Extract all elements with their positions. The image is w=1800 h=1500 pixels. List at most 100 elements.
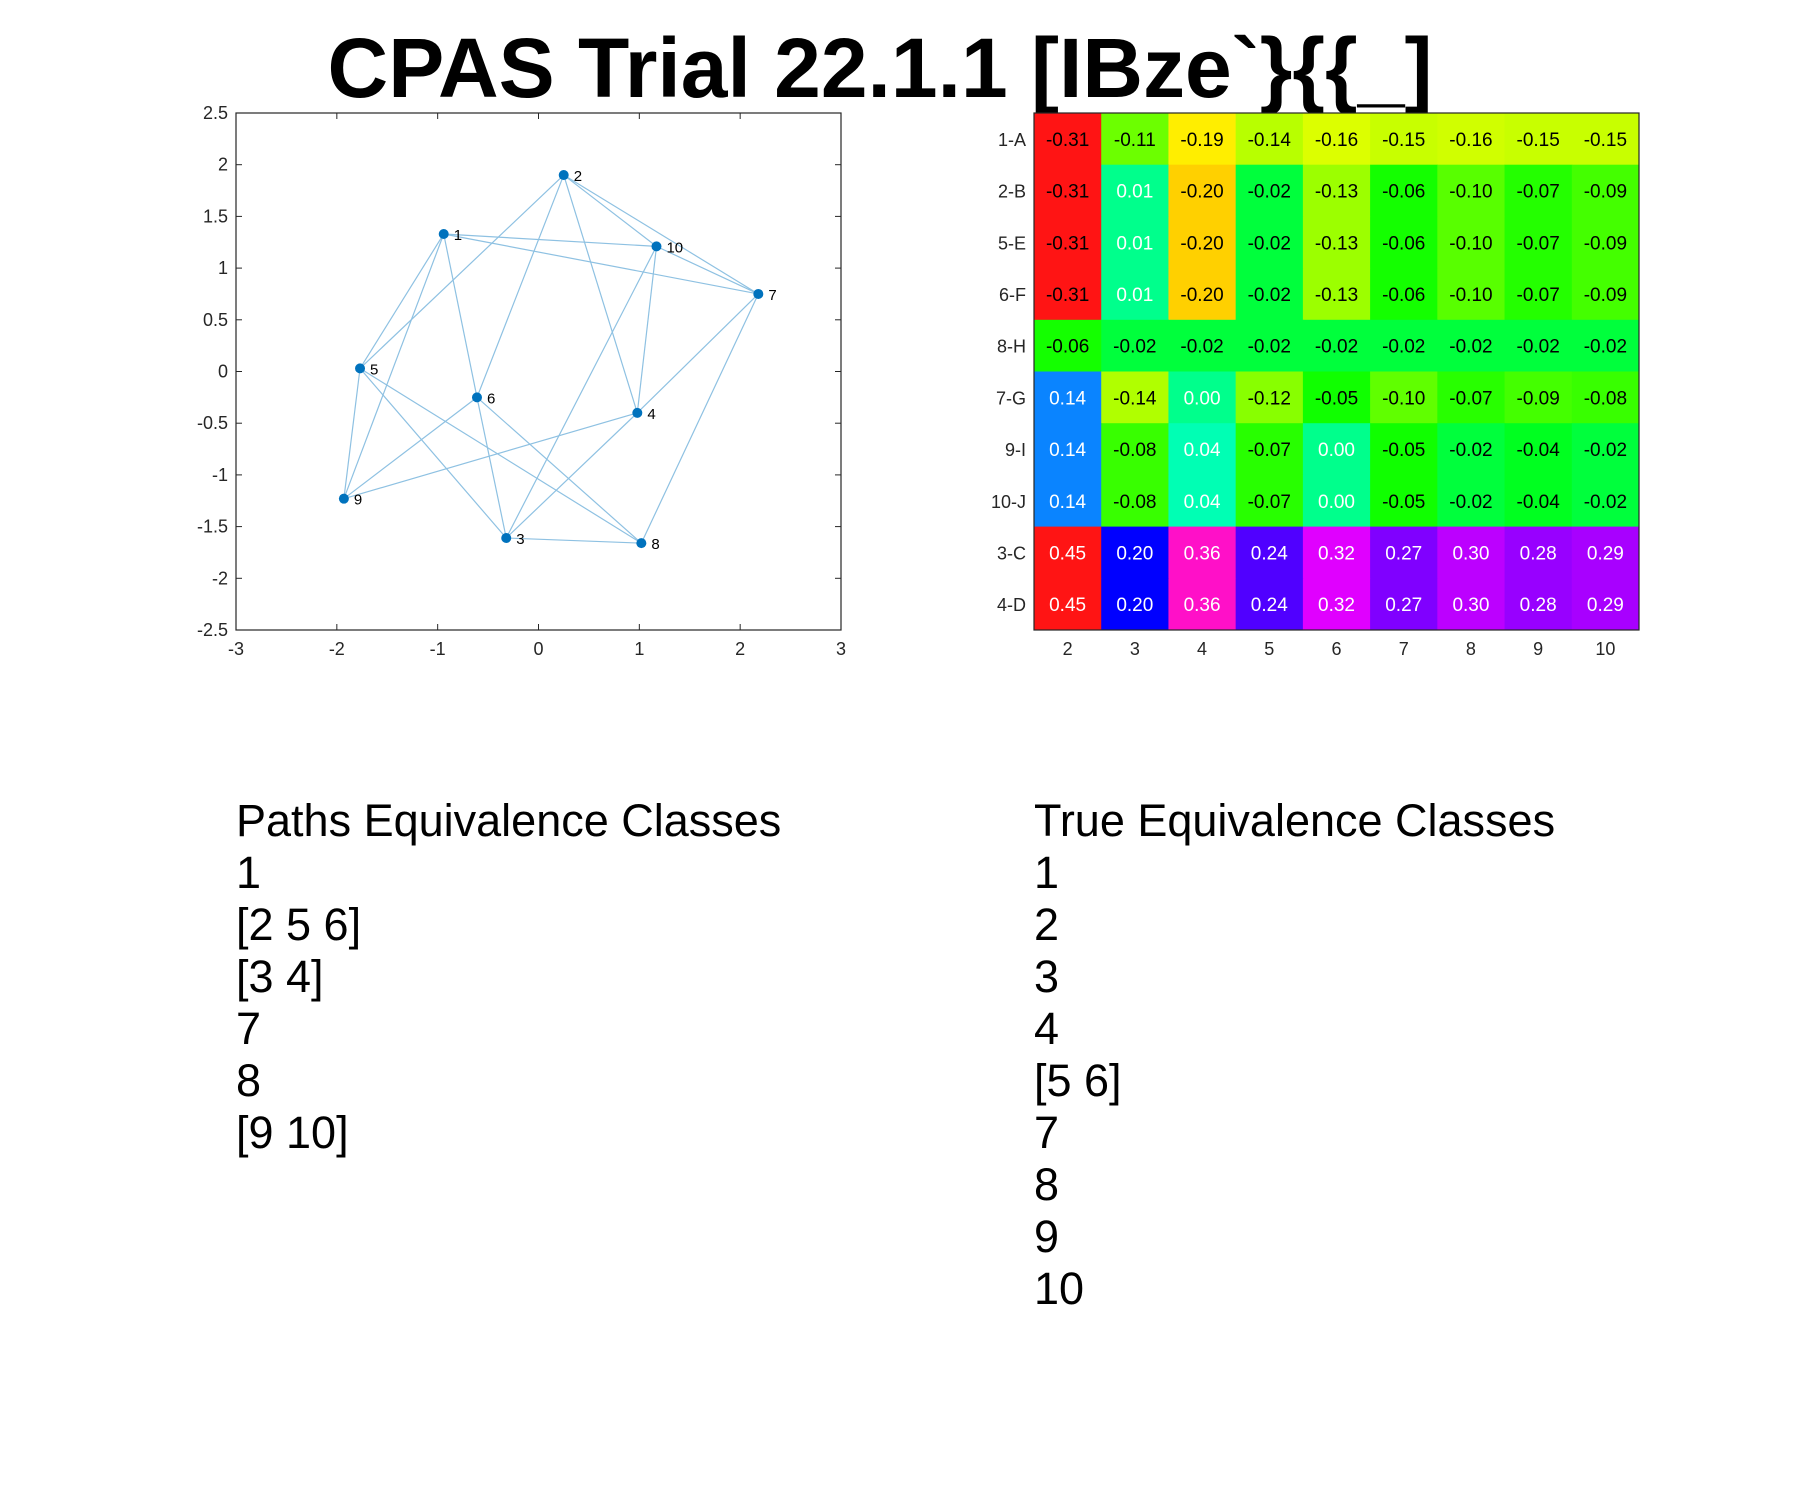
list-item: 1 — [1034, 847, 1060, 898]
y-tick-label: 0.5 — [203, 310, 228, 330]
heatmap-cell — [1437, 578, 1506, 631]
heatmap-cell — [1168, 268, 1237, 321]
graph-edge — [656, 245, 759, 295]
heatmap-cell — [1101, 578, 1169, 631]
heatmap-cell — [1034, 216, 1102, 269]
heatmap-cell-value: 0.28 — [1520, 543, 1557, 564]
heatmap-cell — [1168, 474, 1237, 528]
heatmap-cell-value: -0.02 — [1248, 337, 1291, 358]
heatmap-cell — [1302, 578, 1371, 631]
heatmap-cell-value: 0.45 — [1049, 595, 1086, 616]
heatmap-cell-value: -0.02 — [1113, 337, 1156, 358]
heatmap-cell-value: -0.02 — [1382, 337, 1425, 358]
heatmap-cell — [1101, 474, 1169, 528]
heatmap-cell — [1571, 526, 1640, 579]
node-label: 6 — [487, 390, 495, 407]
list-item: [3 4] — [236, 951, 324, 1002]
heatmap-cell — [1504, 423, 1573, 476]
heatmap-cell-value: -0.02 — [1248, 233, 1291, 254]
graph-edge — [505, 412, 638, 539]
heatmap-cell-value: 0.27 — [1385, 595, 1422, 616]
graph-node — [651, 241, 662, 252]
heatmap-cell-value: -0.11 — [1114, 130, 1156, 151]
heatmap-cell — [1168, 319, 1237, 372]
heatmap-cell — [1101, 526, 1169, 579]
heatmap-cell-value: -0.08 — [1113, 492, 1156, 513]
heatmap-cell-value: -0.13 — [1315, 233, 1358, 254]
heatmap-cell-value: -0.05 — [1315, 388, 1358, 409]
heatmap-cell-value: -0.04 — [1517, 492, 1561, 513]
list-item: 9 — [1034, 1211, 1060, 1262]
heatmap-row-label: 6-F — [999, 285, 1026, 305]
heatmap-cell-value: -0.14 — [1248, 130, 1292, 151]
heatmap-row-label: 8-H — [997, 337, 1026, 357]
heatmap-cell — [1437, 113, 1506, 166]
heatmap-cell-value: 0.32 — [1318, 543, 1355, 564]
heatmap-cell-value: 0.30 — [1452, 543, 1489, 564]
heatmap-cell — [1235, 578, 1304, 631]
heatmap-frame — [1033, 112, 1640, 631]
paths-classes-title: Paths Equivalence Classes — [236, 795, 782, 846]
heatmap-cell-value: -0.09 — [1584, 285, 1627, 306]
y-tick-label: 1 — [218, 258, 228, 278]
heatmap-cell-value: 0.01 — [1116, 182, 1153, 203]
node-label: 8 — [651, 536, 659, 553]
graph-axes: -3 -2 -1 0 1 2 3 2.5 2 1.5 1 0.5 0 -0.5 -1 -1.5 -2 -2.5 — [197, 103, 846, 659]
graph-edge — [443, 233, 657, 247]
heatmap-cell — [1302, 526, 1371, 579]
graph-edge — [443, 233, 478, 398]
heatmap-cell — [1168, 164, 1237, 217]
heatmap-cell-value: 0.24 — [1251, 543, 1288, 564]
heatmap-cell — [1235, 474, 1304, 528]
node-label: 3 — [516, 531, 524, 548]
graph-edge — [505, 246, 658, 539]
list-item: 4 — [1034, 1003, 1060, 1054]
graph-node — [558, 170, 569, 181]
graph-edge — [343, 396, 478, 500]
heatmap-cell — [1034, 113, 1102, 166]
heatmap-cell-value: 0.20 — [1116, 543, 1153, 564]
heatmap-cell-value: 0.00 — [1318, 492, 1355, 513]
graph-edge — [563, 174, 638, 414]
heatmap-cell-value: -0.08 — [1584, 388, 1627, 409]
heatmap-cell — [1504, 164, 1573, 217]
heatmap-col-label: 3 — [1130, 639, 1140, 659]
heatmap-cell-value: -0.15 — [1517, 130, 1560, 151]
heatmap-cell — [1437, 371, 1506, 424]
heatmap-cell — [1571, 319, 1640, 372]
graph-node — [355, 363, 366, 374]
heatmap-cell — [1168, 216, 1237, 269]
heatmap-cell — [1504, 371, 1573, 424]
heatmap-cell — [1302, 319, 1371, 372]
heatmap-cell-value: -0.07 — [1449, 388, 1492, 409]
heatmap-cell — [1235, 423, 1304, 476]
heatmap-cell-value: 0.00 — [1184, 388, 1221, 409]
x-tick-label: 1 — [634, 639, 644, 659]
heatmap-cell-value: -0.02 — [1248, 182, 1291, 203]
list-item: [2 5 6] — [236, 899, 362, 950]
x-tick-label: 2 — [735, 639, 745, 659]
heatmap-row-label: 2-B — [998, 182, 1026, 202]
heatmap-cell-value: -0.04 — [1517, 440, 1561, 461]
heatmap-cell-value: -0.16 — [1315, 130, 1358, 151]
heatmap-cell — [1571, 371, 1640, 424]
node-label: 1 — [454, 227, 462, 244]
heatmap-cell — [1370, 578, 1438, 631]
heatmap-cell — [1235, 319, 1304, 372]
list-item: 7 — [1034, 1107, 1060, 1158]
heatmap-cell — [1571, 216, 1640, 269]
heatmap-cell — [1101, 113, 1169, 166]
heatmap-cell-value: -0.13 — [1315, 182, 1358, 203]
heatmap-cell — [1235, 371, 1304, 424]
heatmap-cell — [1437, 268, 1506, 321]
heatmap-cell-value: -0.08 — [1113, 440, 1156, 461]
heatmap-cell-value: -0.31 — [1046, 233, 1089, 254]
heatmap-cell — [1034, 164, 1102, 217]
heatmap-cell — [1034, 578, 1102, 631]
x-tick-label: -1 — [430, 639, 446, 659]
heatmap-cell — [1168, 578, 1237, 631]
list-item: [5 6] — [1034, 1055, 1122, 1106]
heatmap-cell-value: -0.06 — [1382, 285, 1425, 306]
heatmap-col-label: 4 — [1197, 639, 1207, 659]
graph-edge — [563, 174, 759, 295]
